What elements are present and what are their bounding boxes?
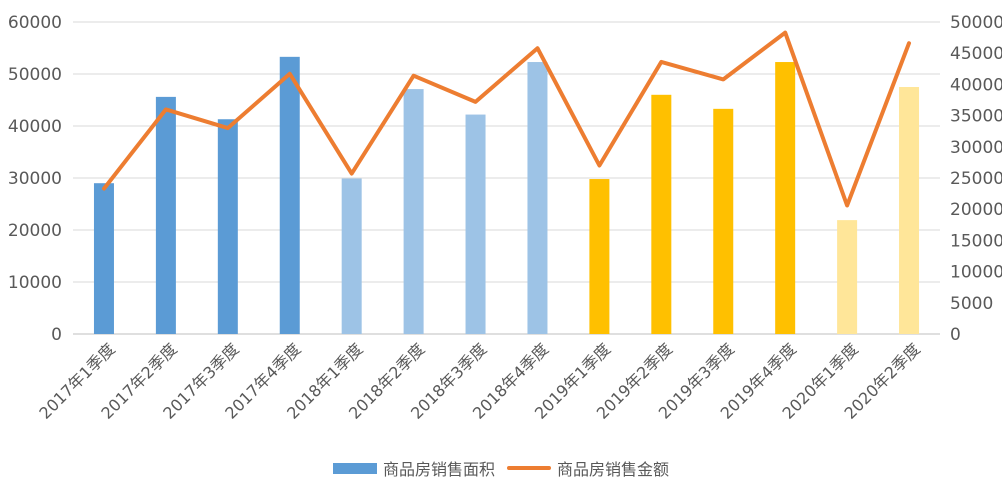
left-tick-label: 10000 bbox=[8, 273, 62, 293]
left-tick-label: 40000 bbox=[8, 117, 62, 137]
left-tick-label: 20000 bbox=[8, 221, 62, 241]
bar-series bbox=[93, 56, 920, 335]
bar bbox=[341, 178, 362, 334]
right-tick-label: 0 bbox=[950, 325, 961, 345]
left-tick-label: 50000 bbox=[8, 65, 62, 85]
legend-item-area: 商品房销售面积 bbox=[332, 456, 495, 480]
bar bbox=[899, 87, 920, 334]
legend-label-area: 商品房销售面积 bbox=[382, 460, 495, 479]
bar bbox=[837, 220, 858, 334]
left-axis-ticks: 60000 50000 40000 30000 20000 10000 0 bbox=[8, 13, 62, 345]
bar bbox=[775, 62, 796, 334]
bar bbox=[527, 62, 548, 334]
gridlines bbox=[73, 21, 940, 335]
bar bbox=[155, 96, 176, 334]
right-tick-label: 50000 bbox=[950, 13, 1002, 33]
legend-label-amount: 商品房销售金额 bbox=[557, 460, 670, 479]
left-tick-label: 0 bbox=[51, 325, 62, 345]
bar bbox=[217, 119, 238, 335]
bar bbox=[651, 94, 672, 334]
bar bbox=[403, 89, 424, 334]
right-tick-label: 45000 bbox=[950, 44, 1002, 64]
legend: 商品房销售面积 商品房销售金额 bbox=[0, 456, 1002, 480]
legend-swatch-area bbox=[332, 462, 377, 474]
bar bbox=[713, 108, 734, 334]
line-series bbox=[102, 30, 911, 208]
bar bbox=[589, 179, 610, 334]
legend-item-amount: 商品房销售金额 bbox=[507, 456, 669, 480]
series-line bbox=[102, 30, 911, 208]
right-tick-label: 10000 bbox=[950, 263, 1002, 283]
right-tick-label: 15000 bbox=[950, 231, 1002, 251]
right-tick-label: 40000 bbox=[950, 75, 1002, 95]
right-tick-label: 30000 bbox=[950, 138, 1002, 158]
right-axis-ticks: 5000045000400003500030000250002000015000… bbox=[950, 13, 1002, 345]
bar bbox=[279, 56, 300, 335]
right-tick-label: 20000 bbox=[950, 200, 1002, 220]
legend-swatch-amount bbox=[507, 466, 551, 470]
left-tick-label: 30000 bbox=[8, 169, 62, 189]
left-tick-label: 60000 bbox=[8, 13, 62, 33]
bar bbox=[465, 114, 486, 334]
x-axis-ticks: 2017年1季度2017年2季度2017年3季度2017年4季度2018年1季度… bbox=[35, 339, 923, 422]
right-tick-label: 35000 bbox=[950, 107, 1002, 127]
right-tick-label: 5000 bbox=[950, 294, 993, 314]
bar bbox=[93, 183, 114, 334]
right-tick-label: 25000 bbox=[950, 169, 1002, 189]
